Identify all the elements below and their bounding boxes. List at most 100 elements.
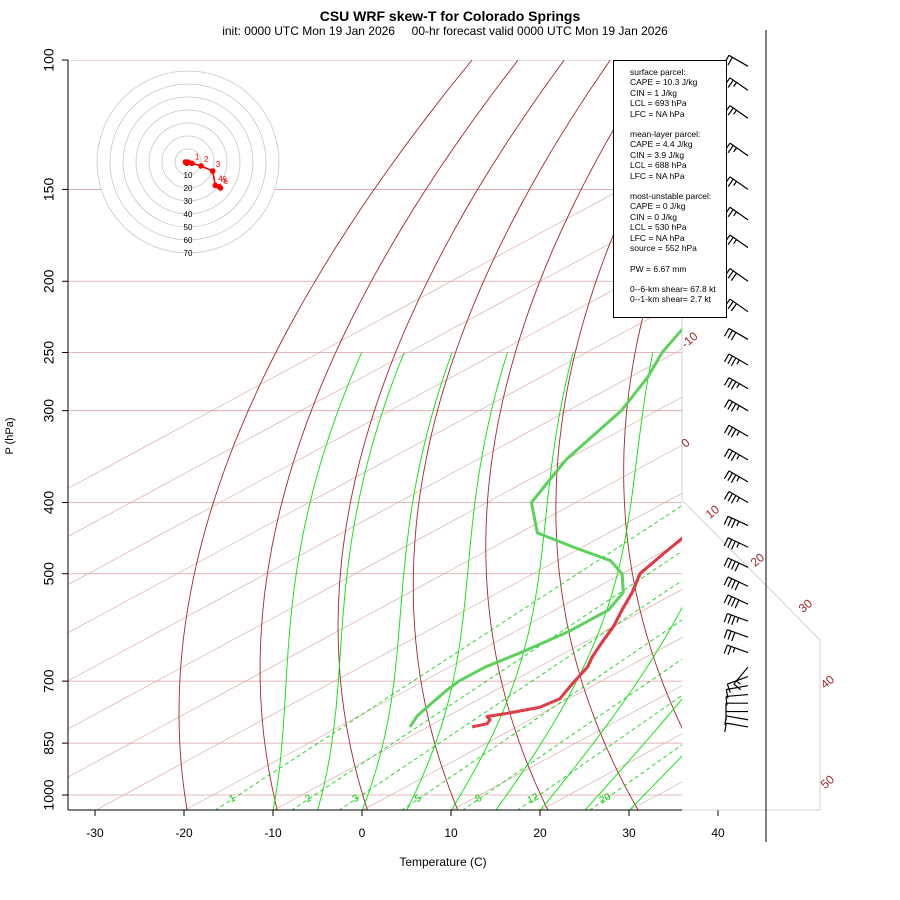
wind-barb-11 [723, 594, 749, 609]
isotherm--40 [68, 444, 682, 778]
hodograph-ring-label-10: 10 [184, 171, 193, 180]
dry-adiabat-260 [259, 60, 519, 810]
wind-barb-32 [723, 54, 749, 67]
mixing-ratio-3 [338, 580, 682, 810]
wind-barb-26 [724, 234, 749, 249]
surface-lfc: LFC = NA hPa [630, 108, 685, 119]
sounding-profiles [408, 327, 682, 729]
mean-layer-lfc: LFC = NA hPa [630, 170, 685, 181]
isotherm--30 [95, 492, 682, 810]
mean-layer-cin: CIN = 3.9 J/kg [630, 149, 685, 160]
dry-adiabat-280 [412, 60, 611, 810]
moist-adiabat-20 [539, 606, 682, 810]
chart-title: CSU WRF skew-T for Colorado Springs [319, 8, 581, 24]
mean-layer-heading: mean-layer parcel: [630, 129, 701, 140]
y-tick-label-200: 200 [41, 269, 57, 293]
most-unstable-cin: CIN = 0 J/kg [630, 211, 678, 222]
wind-barb-27 [724, 206, 749, 221]
wind-barb-16 [723, 490, 749, 504]
mixing-ratio-label-12: 12 [526, 791, 541, 806]
wind-barb-22 [723, 353, 749, 367]
parcel-trace [473, 573, 642, 728]
most-unstable-lfc: LFC = NA hPa [630, 232, 685, 243]
isotherm-label-20: 20 [748, 550, 767, 570]
wind-barb-25 [724, 268, 749, 282]
moist-adiabat-lines [272, 352, 682, 810]
wind-barb-3 [725, 702, 748, 713]
wind-barb-17 [723, 470, 749, 484]
isotherm--10 [273, 589, 682, 810]
y-tick-label-300: 300 [41, 399, 57, 423]
dry-adiabat-330 [753, 60, 900, 811]
y-tick-label-500: 500 [41, 562, 57, 586]
x-tick-label-10: 10 [444, 826, 458, 840]
hodograph-point-3 [189, 160, 195, 167]
isotherm--50 [68, 396, 682, 730]
hodograph-point-2 [183, 160, 190, 167]
wind-barb-14 [723, 537, 749, 550]
hodograph-height-label-4: 4 [218, 174, 223, 183]
isotherm--60 [68, 348, 682, 682]
surface-lcl: LCL = 693 hPa [630, 98, 687, 109]
isotherm-label-0: 0 [678, 435, 692, 450]
y-tick-label-150: 150 [41, 178, 57, 202]
hodograph-ring-label-60: 60 [184, 236, 193, 245]
dry-adiabat-290 [485, 60, 657, 810]
moist-adiabat-25 [584, 698, 682, 810]
hodograph-height-label-6: 6 [224, 177, 229, 186]
most-unstable-parcel-block: most-unstable parcel: CAPE = 0 J/kg CIN … [630, 191, 722, 253]
isobar-lines [68, 60, 682, 796]
isotherm-label-50: 50 [818, 772, 837, 792]
dry-adiabat-250 [178, 60, 473, 810]
wind-barb-8 [723, 644, 749, 656]
mixing-ratio-1 [214, 505, 682, 810]
wind-barbs [723, 30, 767, 842]
wind-barb-0 [724, 722, 749, 733]
wind-barb-20 [723, 399, 749, 412]
mixing-ratio-label-3: 3 [351, 793, 361, 806]
y-tick-label-400: 400 [41, 491, 57, 515]
isotherm-label-30: 30 [796, 596, 815, 616]
surface-cin: CIN = 1 J/kg [630, 87, 678, 98]
dry-adiabat-270 [337, 60, 565, 810]
moist-adiabat-10 [450, 352, 574, 810]
wind-barb-23 [723, 327, 749, 341]
wind-barb-4 [725, 693, 749, 706]
y-tick-label-250: 250 [41, 341, 57, 365]
x-tick-label--30: -30 [86, 826, 104, 840]
moist-adiabat-30 [628, 755, 682, 810]
isotherm--80 [68, 252, 682, 585]
precipitable-water: PW = 6.67 mm [630, 263, 687, 274]
isotherm-label-10: 10 [703, 502, 722, 522]
wind-barb-9 [723, 629, 749, 642]
y-tick-label-850: 850 [41, 731, 57, 755]
mixing-ratio-label-8: 8 [474, 793, 484, 806]
isotherm--20 [184, 541, 682, 810]
mixing-ratio-label-20: 20 [598, 791, 613, 806]
y-tick-label-700: 700 [41, 669, 57, 693]
wind-barb-19 [723, 424, 749, 438]
most-unstable-lcl: LCL = 530 hPa [630, 222, 687, 233]
most-unstable-heading: most-unstable parcel: [630, 191, 712, 202]
moist-adiabat--5 [317, 352, 405, 810]
x-axis-label: Temperature (C) [399, 855, 486, 869]
wind-barb-12 [723, 576, 749, 591]
wind-barb-21 [723, 377, 749, 390]
wind-barb-30 [724, 105, 749, 119]
hodograph-point-4 [198, 163, 204, 169]
wind-barb-29 [724, 142, 749, 157]
x-tick-label--10: -10 [264, 826, 282, 840]
y-tick-label-100: 100 [41, 48, 57, 72]
isotherm-0 [362, 637, 682, 810]
frame-diagonal [681, 499, 821, 641]
dry-adiabat-300 [555, 93, 682, 810]
isotherm--90 [68, 204, 682, 537]
hodograph-height-label-2: 2 [204, 155, 209, 164]
isotherm-50 [807, 60, 900, 811]
wind-barb-13 [723, 557, 749, 572]
hodograph-ring-label-30: 30 [184, 197, 193, 206]
dry-adiabat-350 [875, 60, 900, 811]
surface-cape: CAPE = 10.3 J/kg [630, 77, 698, 88]
